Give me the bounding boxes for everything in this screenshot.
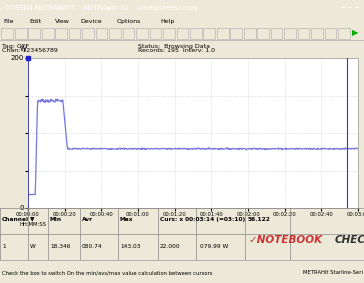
Bar [150,28,161,39]
Text: Edit: Edit [29,19,41,24]
Text: 18.346: 18.346 [50,245,70,250]
Text: 079.99 W: 079.99 W [200,245,228,250]
Bar [338,28,350,39]
Text: Help: Help [160,19,174,24]
Bar [177,28,188,39]
Text: ▶: ▶ [352,28,359,37]
Bar [325,28,336,39]
Text: Tag: OFF: Tag: OFF [2,44,29,49]
Text: Records: 195  Interv: 1.0: Records: 195 Interv: 1.0 [138,48,215,53]
Text: ─: ─ [355,5,359,11]
Bar [203,28,215,39]
Bar [55,28,67,39]
Bar [109,28,121,39]
Text: ▼: ▼ [30,217,35,222]
Bar [271,28,282,39]
Text: ─: ─ [340,5,344,11]
Bar [1,28,13,39]
Bar [123,28,134,39]
Bar [82,28,94,39]
Bar [28,28,40,39]
Text: ✓NOTEBOOK: ✓NOTEBOOK [248,235,322,245]
Text: 56.122: 56.122 [248,217,271,222]
Text: View: View [55,19,70,24]
Text: CHECK: CHECK [335,235,364,245]
Text: 1: 1 [2,245,5,250]
Bar [96,28,107,39]
Text: W: W [20,46,27,52]
Bar [244,28,256,39]
Text: Status:  Browsing Data: Status: Browsing Data [138,44,210,49]
Bar [15,28,27,39]
Text: Avr: Avr [82,217,93,222]
Bar [284,28,296,39]
Text: 22.000: 22.000 [160,245,181,250]
Text: Check the box to switch On the min/avs/max value calculation between cursors: Check the box to switch On the min/avs/m… [2,270,212,275]
Text: Channel: Channel [2,217,29,222]
Text: METRAHit Starline-Seri: METRAHit Starline-Seri [303,270,363,275]
Bar [163,28,175,39]
Bar [311,28,323,39]
Bar [69,28,80,39]
Text: Chan: 123456789: Chan: 123456789 [2,48,58,53]
Text: GOSSEN METRAWATT    METRAwin 10    Unregistered copy: GOSSEN METRAWATT METRAwin 10 Unregistere… [5,5,198,11]
Text: 143.03: 143.03 [120,245,141,250]
Bar [136,28,148,39]
Bar [230,28,242,39]
Bar [298,28,309,39]
Text: 080.74: 080.74 [82,245,103,250]
Bar [217,28,229,39]
Bar [42,28,54,39]
Text: ─: ─ [347,5,352,11]
Text: Max: Max [120,217,134,222]
Text: W: W [30,245,36,250]
Text: Options: Options [116,19,141,24]
Bar [190,28,202,39]
Text: Min: Min [50,217,62,222]
Text: HH:MM:SS: HH:MM:SS [20,222,47,226]
Text: Curs: x 00:03:14 (=03:10): Curs: x 00:03:14 (=03:10) [160,217,245,222]
Text: File: File [4,19,14,24]
Bar [257,28,269,39]
Text: Device: Device [80,19,102,24]
